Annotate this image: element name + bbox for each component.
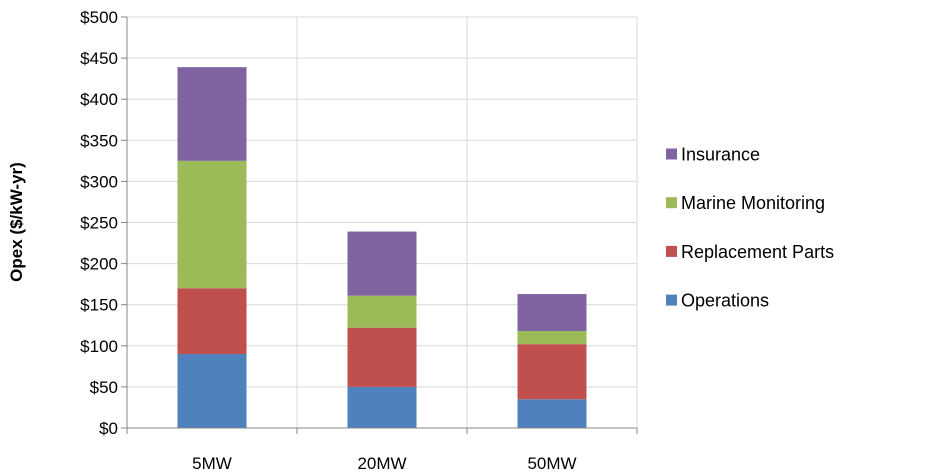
- x-tick-labels: 5MW 20MW 50MW: [192, 454, 576, 473]
- y-axis-title: Opex ($/kW-yr): [7, 162, 26, 282]
- bar-segment-marine-monitoring: [177, 160, 247, 289]
- y-tick-label: $400: [80, 90, 118, 109]
- legend-label: Replacement Parts: [681, 242, 834, 262]
- y-tick-label: $0: [99, 419, 118, 438]
- y-tick-label: $100: [80, 337, 118, 356]
- y-tick-label: $300: [80, 172, 118, 191]
- axes: [121, 16, 638, 434]
- y-tick-labels: $0 $50 $100 $150 $200 $250 $300 $350 $400 $450 $50…: [80, 8, 118, 438]
- bar-segment-replacement-parts: [517, 344, 587, 400]
- y-tick-label: $350: [80, 131, 118, 150]
- legend-label: Operations: [681, 291, 769, 311]
- bar-segment-insurance: [347, 231, 417, 296]
- x-tick-label: 50MW: [527, 454, 576, 473]
- x-tick-label: 5MW: [192, 454, 232, 473]
- bar-segment-replacement-parts: [177, 288, 247, 355]
- legend: Insurance Marine Monitoring Replacement Pa…: [666, 145, 834, 311]
- x-tick-label: 20MW: [357, 454, 406, 473]
- legend-swatch-marine-monitoring: [666, 197, 677, 209]
- bars: [177, 67, 587, 428]
- bar-segment-operations: [517, 399, 587, 428]
- legend-label: Marine Monitoring: [681, 193, 825, 213]
- y-tick-label: $500: [80, 8, 118, 27]
- bar-segment-operations: [177, 354, 247, 428]
- legend-swatch-replacement-parts: [666, 245, 677, 257]
- bar-segment-marine-monitoring: [347, 295, 417, 328]
- y-tick-label: $50: [90, 378, 118, 397]
- y-tick-label: $200: [80, 255, 118, 274]
- y-tick-label: $250: [80, 214, 118, 233]
- bar-segment-insurance: [177, 67, 247, 161]
- bar-segment-operations: [347, 386, 417, 428]
- legend-swatch-insurance: [666, 148, 677, 160]
- bar-segment-insurance: [517, 294, 587, 332]
- bar-segment-replacement-parts: [347, 327, 417, 387]
- y-tick-label: $450: [80, 49, 118, 68]
- y-tick-label: $150: [80, 296, 118, 315]
- legend-label: Insurance: [681, 145, 760, 165]
- bar-segment-marine-monitoring: [517, 331, 587, 345]
- legend-swatch-operations: [666, 294, 677, 306]
